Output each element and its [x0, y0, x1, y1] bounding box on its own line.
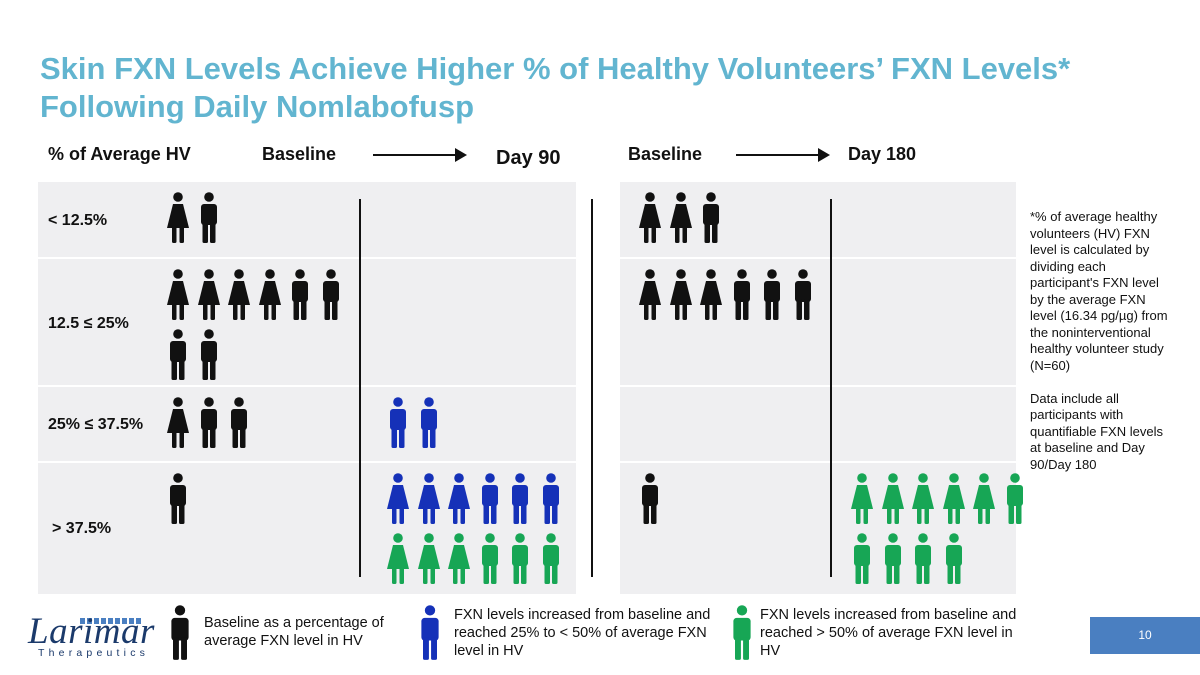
male-person-icon: [319, 269, 343, 321]
male-person-icon: [638, 473, 662, 525]
green-female-person-icon: [942, 473, 966, 525]
green-female-person-icon: [972, 473, 996, 525]
company-logo-subtitle: Therapeutics: [38, 647, 150, 659]
row-label: > 37.5%: [52, 520, 112, 537]
right-panel: [620, 182, 1016, 594]
left-day-header: Day 90: [496, 147, 561, 169]
row-label: 25% ≤ 37.5%: [48, 416, 144, 433]
male-person-icon: [288, 269, 312, 321]
male-person-icon: [227, 397, 251, 449]
footnote: *% of average healthy volunteers (HV) FX…: [1030, 209, 1168, 472]
right-arrow: [736, 148, 830, 162]
male-person-icon: [730, 269, 754, 321]
row-label: 12.5 ≤ 25%: [48, 315, 129, 332]
blue-female-person-icon: [386, 473, 410, 525]
page-number: 10: [1090, 617, 1200, 654]
green-male-person-icon: [911, 533, 935, 585]
female-person-icon: [699, 269, 723, 321]
male-person-icon: [166, 329, 190, 381]
legend-green-text: FXN levels increased from baseline and r…: [760, 607, 1017, 659]
company-logo: Larimar: [28, 611, 155, 652]
female-person-icon: [638, 269, 662, 321]
green-male-person-icon: [942, 533, 966, 585]
female-person-icon: [166, 192, 190, 244]
legend-green-icon: [728, 605, 756, 661]
blue-male-person-icon: [539, 473, 563, 525]
row-separator: [620, 385, 1016, 387]
green-female-person-icon: [417, 533, 441, 585]
male-person-icon: [760, 269, 784, 321]
row-separator: [38, 461, 576, 463]
row-separator: [620, 257, 1016, 259]
right-column-divider: [830, 199, 832, 577]
right-day-header: Day 180: [848, 144, 917, 164]
blue-male-person-icon: [478, 473, 502, 525]
blue-male-person-icon: [417, 397, 441, 449]
blue-male-person-icon: [386, 397, 410, 449]
row-separator: [38, 385, 576, 387]
green-male-person-icon: [850, 533, 874, 585]
left-column-divider: [359, 199, 361, 577]
green-female-person-icon: [447, 533, 471, 585]
female-person-icon: [669, 269, 693, 321]
male-person-icon: [197, 329, 221, 381]
green-male-person-icon: [508, 533, 532, 585]
legend-baseline-text: Baseline as a percentage of average FXN …: [204, 615, 384, 649]
green-female-person-icon: [881, 473, 905, 525]
page-title: Skin FXN Levels Achieve Higher % of Heal…: [40, 51, 1071, 124]
row-label: < 12.5%: [48, 212, 108, 229]
female-person-icon: [669, 192, 693, 244]
row-separator: [38, 257, 576, 259]
green-female-person-icon: [911, 473, 935, 525]
legend-blue-text: FXN levels increased from baseline and r…: [454, 607, 711, 659]
legend-baseline-icon: [166, 605, 194, 661]
legend-blue-icon: [416, 605, 444, 661]
right-baseline-header: Baseline: [628, 144, 703, 164]
left-arrow: [373, 148, 467, 162]
female-person-icon: [638, 192, 662, 244]
blue-female-person-icon: [417, 473, 441, 525]
male-person-icon: [791, 269, 815, 321]
blue-male-person-icon: [508, 473, 532, 525]
female-person-icon: [258, 269, 282, 321]
green-male-person-icon: [881, 533, 905, 585]
female-person-icon: [166, 269, 190, 321]
category-header: % of Average HV: [48, 144, 191, 164]
male-person-icon: [197, 192, 221, 244]
panel-divider: [591, 199, 593, 577]
row-separator: [620, 461, 1016, 463]
female-person-icon: [197, 269, 221, 321]
green-male-person-icon: [478, 533, 502, 585]
left-baseline-header: Baseline: [262, 144, 337, 164]
green-male-person-icon: [1003, 473, 1027, 525]
green-female-person-icon: [386, 533, 410, 585]
green-male-person-icon: [539, 533, 563, 585]
logo-accent: [80, 618, 142, 624]
male-person-icon: [166, 473, 190, 525]
left-panel: [38, 182, 576, 594]
green-female-person-icon: [850, 473, 874, 525]
male-person-icon: [699, 192, 723, 244]
female-person-icon: [166, 397, 190, 449]
male-person-icon: [197, 397, 221, 449]
female-person-icon: [227, 269, 251, 321]
blue-female-person-icon: [447, 473, 471, 525]
